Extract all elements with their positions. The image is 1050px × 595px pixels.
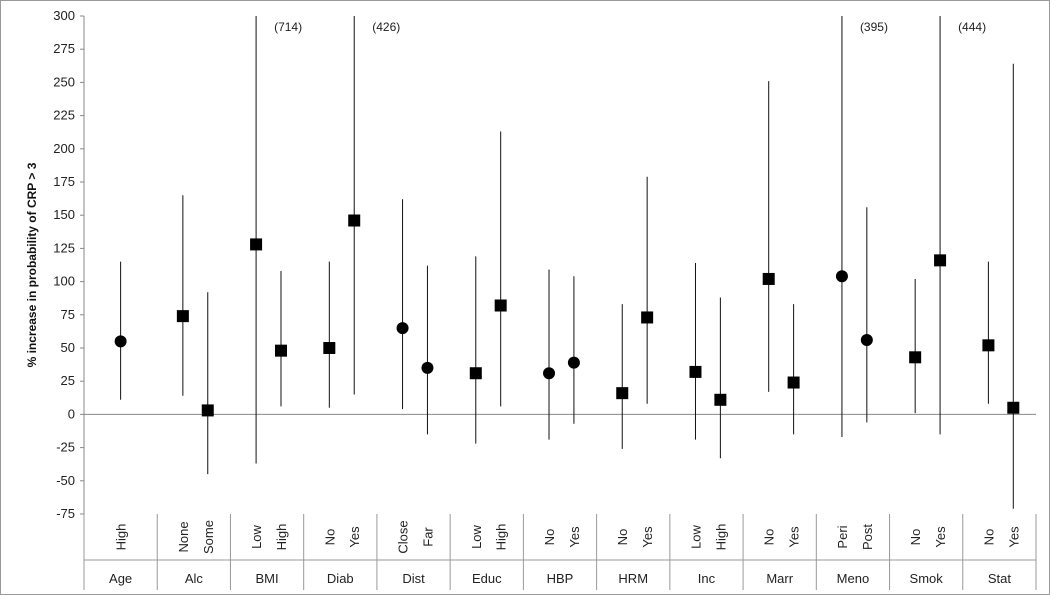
y-tick-label: 250 <box>53 74 75 89</box>
truncated-upper-bound-label: (426) <box>372 20 400 34</box>
category-label: Yes <box>787 526 802 548</box>
category-label: No <box>762 529 777 546</box>
category-label: Yes <box>933 526 948 548</box>
estimate-square <box>616 387 629 400</box>
category-label: Low <box>249 524 264 548</box>
estimate-square <box>714 393 727 406</box>
y-tick-label: 225 <box>53 108 75 123</box>
estimate-square <box>274 344 287 357</box>
estimate-square <box>201 404 214 417</box>
category-label: Far <box>420 527 435 547</box>
estimate-square <box>176 310 189 323</box>
group-label: Inc <box>698 571 716 586</box>
y-tick-label: 100 <box>53 274 75 289</box>
estimate-square <box>1007 401 1020 414</box>
estimate-circle <box>421 361 434 374</box>
category-label: High <box>114 524 129 551</box>
group-label: Smok <box>910 571 944 586</box>
estimate-circle <box>860 334 873 347</box>
group-label: Marr <box>766 571 793 586</box>
y-tick-label: 50 <box>61 340 75 355</box>
group-label: BMI <box>256 571 279 586</box>
estimate-square <box>494 299 507 312</box>
y-tick-label: 150 <box>53 207 75 222</box>
truncated-upper-bound-label: (444) <box>958 20 986 34</box>
group-label: Meno <box>837 571 870 586</box>
y-tick-label: 275 <box>53 41 75 56</box>
estimate-square <box>982 339 995 352</box>
category-label: No <box>542 529 557 546</box>
category-label: Post <box>860 524 875 550</box>
category-label: High <box>494 524 509 551</box>
group-label: Alc <box>185 571 204 586</box>
category-label: High <box>274 524 289 551</box>
estimate-square <box>689 365 702 378</box>
estimate-square <box>787 376 800 389</box>
confidence-intervals <box>120 16 1014 509</box>
y-tick-label: -25 <box>56 440 75 455</box>
category-label: Some <box>201 520 216 554</box>
estimate-square <box>762 272 775 285</box>
y-tick-label: 175 <box>53 174 75 189</box>
y-tick-label: 125 <box>53 240 75 255</box>
category-label: No <box>322 529 337 546</box>
estimate-circle <box>567 356 580 369</box>
estimate-square <box>934 254 947 267</box>
truncated-upper-bound-label: (714) <box>274 20 302 34</box>
group-label: Stat <box>988 571 1012 586</box>
estimate-square <box>250 238 263 251</box>
group-label: Age <box>109 571 132 586</box>
point-estimates <box>114 214 1020 417</box>
category-label: Yes <box>1006 526 1021 548</box>
category-labels: Age High Alc None Some BMI (714) Low High Diab No (… <box>109 20 1021 586</box>
y-tick-label: -50 <box>56 473 75 488</box>
estimate-circle <box>114 335 127 348</box>
category-label: Low <box>688 524 703 548</box>
y-tick-label: 300 <box>53 8 75 23</box>
group-label: Diab <box>327 571 354 586</box>
category-label: High <box>713 524 728 551</box>
axes: -75 -50 -25 0 25 50 75 100 125 150 175 200 225 250 275… <box>53 8 1037 590</box>
group-label: Dist <box>402 571 425 586</box>
y-tick-label: 0 <box>68 406 75 421</box>
group-label: HRM <box>618 571 648 586</box>
category-label: No <box>981 529 996 546</box>
y-tick-label: 75 <box>61 307 75 322</box>
category-label: No <box>908 529 923 546</box>
truncated-upper-bound-label: (395) <box>860 20 888 34</box>
category-label: Low <box>469 524 484 548</box>
category-label: Peri <box>835 525 850 548</box>
category-label: No <box>615 529 630 546</box>
y-axis-label: % increase in probability of CRP > 3 <box>25 162 39 367</box>
y-tick-label: -75 <box>56 506 75 521</box>
y-tick-label: 200 <box>53 141 75 156</box>
category-label: None <box>176 521 191 552</box>
y-tick-label: 25 <box>61 373 75 388</box>
group-label: HBP <box>547 571 574 586</box>
category-label: Yes <box>567 526 582 548</box>
category-label: Yes <box>640 526 655 548</box>
category-label: Yes <box>347 526 362 548</box>
estimate-square <box>469 367 482 380</box>
category-label: Close <box>396 520 411 553</box>
estimate-circle <box>543 367 556 380</box>
estimate-circle <box>396 322 409 335</box>
group-label: Educ <box>472 571 502 586</box>
estimate-circle <box>835 270 848 283</box>
estimate-square <box>641 311 654 324</box>
estimate-square <box>348 214 361 227</box>
estimate-square <box>909 351 922 364</box>
estimate-square <box>323 342 336 354</box>
